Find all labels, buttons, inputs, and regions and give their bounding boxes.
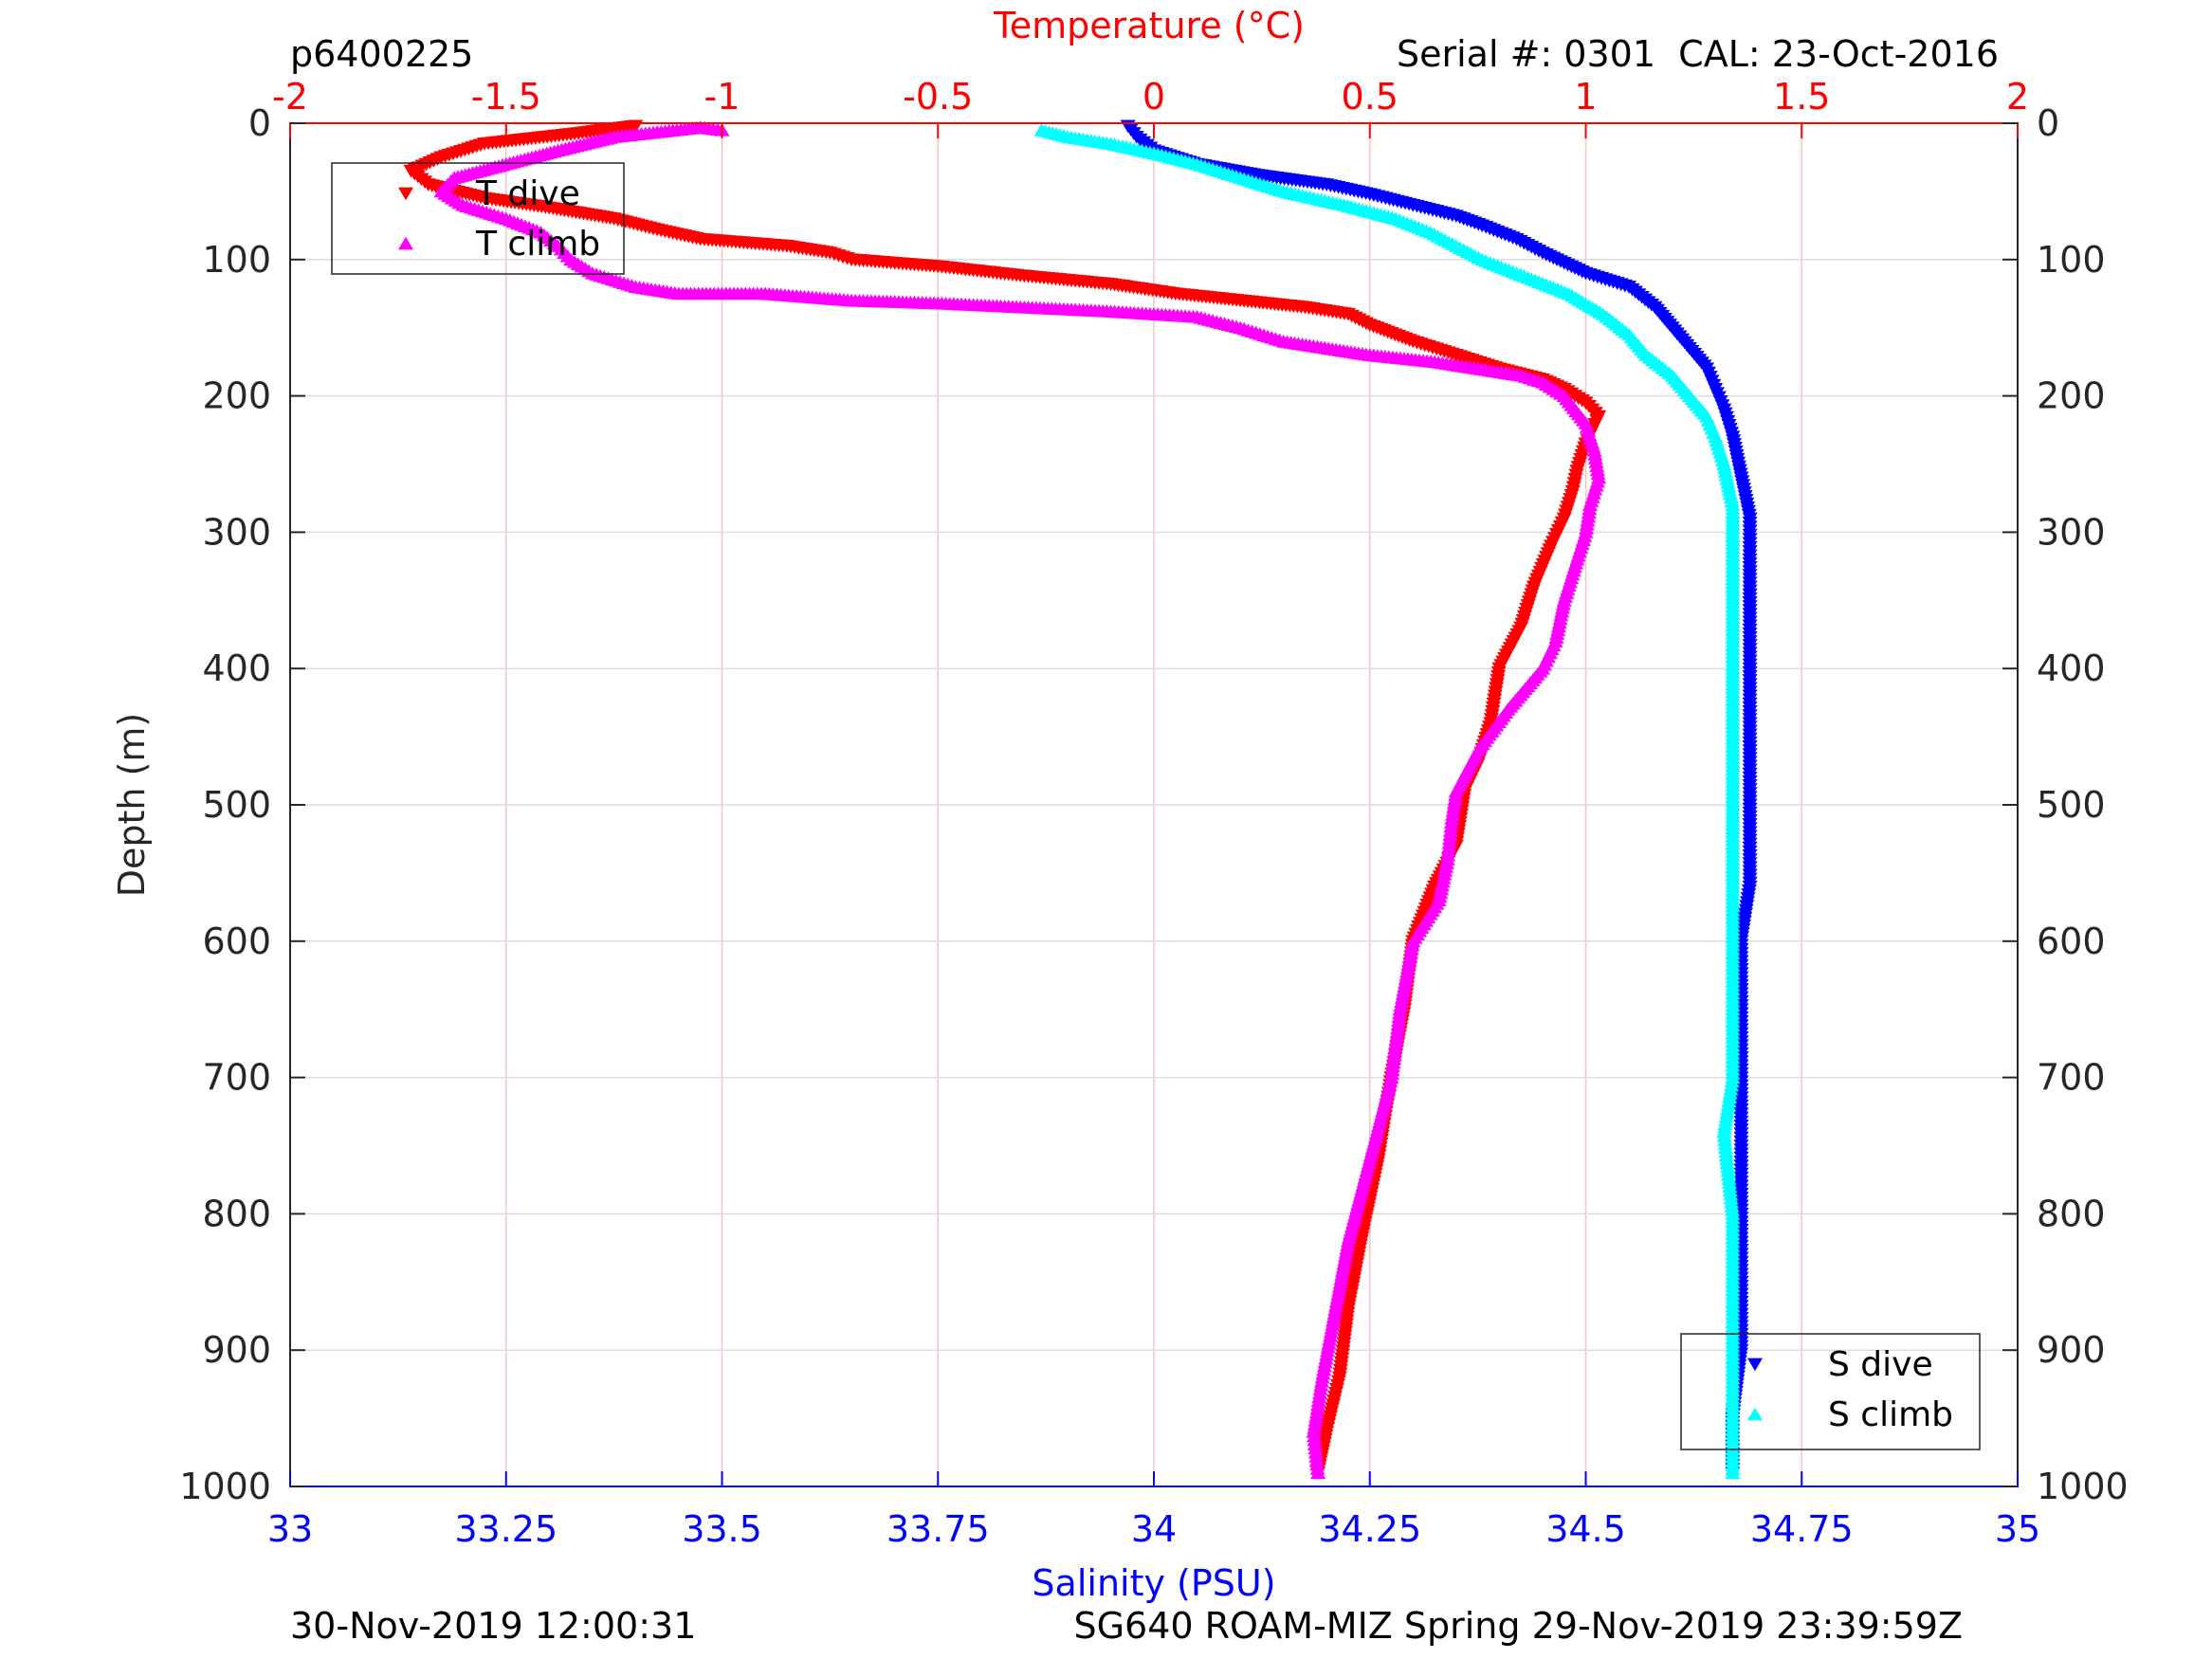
depth-tick-label-right: 900 [2037, 1329, 2106, 1371]
depth-tick-label-right: 100 [2037, 239, 2106, 281]
legends: T dive T climb S dive S climb [331, 162, 1981, 1450]
salinity-axis-title: Salinity (PSU) [1032, 1562, 1275, 1604]
series-t-climb [433, 120, 1607, 1480]
salinity-tick-label: 33 [267, 1508, 313, 1550]
depth-tick-label-right: 800 [2037, 1193, 2106, 1234]
data-points [403, 119, 1758, 1480]
salinity-tick-label: 34 [1131, 1508, 1177, 1550]
depth-tick-label-left: 400 [202, 647, 271, 689]
depth-tick-label-right: 400 [2037, 647, 2106, 689]
legend-top-left: T dive T climb [331, 162, 625, 275]
salinity-tick-label: 33.25 [454, 1508, 558, 1550]
depth-tick-label-right: 200 [2037, 375, 2106, 417]
depth-tick-label-right: 600 [2037, 921, 2106, 962]
legend-marker [1747, 1407, 1763, 1421]
series-s-climb [1033, 122, 1741, 1480]
temperature-tick-label: 1.5 [1773, 76, 1830, 118]
temperature-tick-label: 1 [1574, 76, 1597, 118]
footer-mission-label: SG640 ROAM-MIZ Spring 29-Nov-2019 23:39:… [1073, 1605, 1963, 1647]
legend-marker [398, 187, 413, 201]
legend-label: T dive [475, 174, 580, 213]
temperature-tick-label: -1.5 [471, 76, 541, 118]
series-t-dive [403, 119, 1607, 1480]
temperature-tick-label: 2 [2006, 76, 2029, 118]
temperature-tick-label: 0.5 [1342, 76, 1398, 118]
depth-tick-label-left: 700 [202, 1057, 271, 1099]
data-point [1725, 1466, 1741, 1480]
salinity-tick-label: 34.5 [1545, 1508, 1626, 1550]
legend-label: T climb [475, 225, 600, 264]
legend-marker [398, 236, 413, 250]
temperature-tick-label: -1 [704, 76, 740, 118]
legend-bottom-right: S dive S climb [1680, 1333, 1981, 1450]
salinity-tick-label: 33.5 [682, 1508, 762, 1550]
salinity-tick-label: 33.75 [887, 1508, 990, 1550]
legend-label: S dive [1828, 1345, 1933, 1384]
temperature-tick-label: -2 [272, 76, 308, 118]
legend-marker [1747, 1358, 1763, 1372]
temperature-tick-label: 0 [1143, 76, 1165, 118]
depth-tick-label-left: 0 [248, 102, 271, 144]
legend-box [331, 162, 625, 275]
depth-tick-label-left: 600 [202, 921, 271, 962]
depth-tick-label-left: 500 [202, 784, 271, 826]
temperature-tick-label: -0.5 [903, 76, 973, 118]
depth-tick-label-left: 800 [202, 1193, 271, 1234]
depth-tick-label-left: 1000 [179, 1466, 271, 1507]
footer-timestamp: 30-Nov-2019 12:00:31 [290, 1605, 696, 1647]
depth-tick-label-left: 300 [202, 511, 271, 553]
depth-tick-label-left: 100 [202, 239, 271, 281]
depth-tick-label-right: 0 [2037, 102, 2059, 144]
dive-id-label: p6400225 [290, 33, 473, 75]
legend-box [1680, 1333, 1981, 1450]
temperature-axis-title: Temperature (°C) [993, 5, 1305, 46]
data-point [1310, 1466, 1326, 1480]
depth-tick-label-right: 700 [2037, 1057, 2106, 1099]
salinity-tick-label: 34.25 [1318, 1508, 1421, 1550]
serial-cal-label: Serial #: 0301 CAL: 23-Oct-2016 [1397, 33, 1999, 75]
depth-axis-title: Depth (m) [111, 713, 153, 898]
depth-tick-label-left: 900 [202, 1329, 271, 1371]
axes: -2 -1.5 -1 -0.5 0 0.5 1 1.5 2 33 33.25 33.5 33.75 34 3… [179, 76, 2128, 1550]
legend-label: S climb [1828, 1395, 1953, 1434]
salinity-tick-label: 34.75 [1750, 1508, 1854, 1550]
depth-tick-label-right: 500 [2037, 784, 2106, 826]
depth-tick-label-right: 1000 [2037, 1466, 2129, 1507]
salinity-tick-label: 35 [1995, 1508, 2040, 1550]
depth-tick-label-right: 300 [2037, 511, 2106, 553]
depth-tick-label-left: 200 [202, 375, 271, 417]
